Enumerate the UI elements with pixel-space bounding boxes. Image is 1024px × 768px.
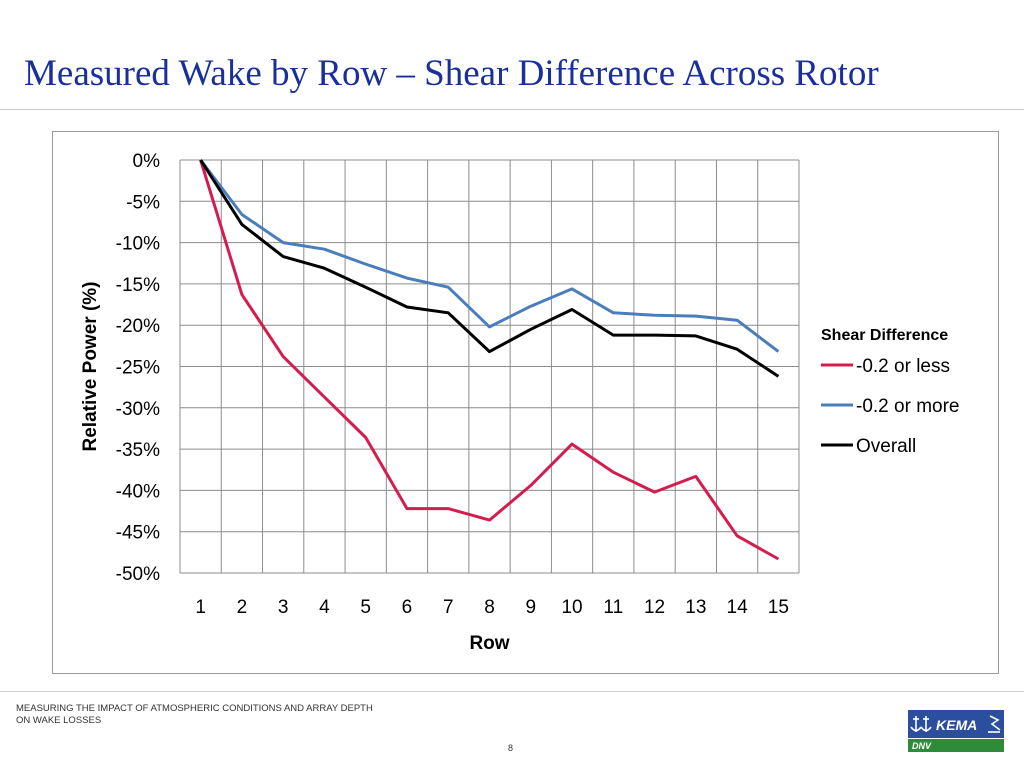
x-tick-label: 9	[525, 597, 536, 618]
x-tick-label: 13	[685, 597, 706, 618]
chart-frame: 0% -5% -10% -15% -20% -25% -30% -35% -40% -45% -50…	[52, 131, 999, 674]
x-tick-label: 8	[484, 597, 495, 618]
y-tick-label: -40%	[116, 481, 160, 502]
series-line	[199, 159, 780, 561]
y-tick-label: -45%	[116, 523, 160, 544]
y-tick-label: -10%	[116, 234, 160, 255]
x-tick-label: 6	[402, 597, 413, 618]
page-number: 8	[508, 743, 514, 753]
anchor-icon	[910, 716, 932, 732]
legend-label: Overall	[856, 436, 916, 457]
legend-label: -0.2 or less	[856, 356, 950, 377]
logo-bottom-band	[908, 739, 1004, 752]
y-tick-label: 0%	[133, 151, 161, 172]
lightning-icon	[988, 715, 1001, 733]
x-tick-label: 3	[278, 597, 289, 618]
logo-kema-text: KEMA	[936, 717, 977, 733]
slide-title: Measured Wake by Row – Shear Difference …	[24, 53, 879, 94]
legend-label: -0.2 or more	[856, 396, 959, 417]
x-tick-label: 12	[644, 597, 665, 618]
x-tick-label: 1	[195, 597, 206, 618]
y-axis-title: Relative Power (%)	[80, 282, 101, 452]
x-tick-label: 10	[561, 597, 582, 618]
x-tick-label: 14	[727, 597, 749, 618]
x-tick-label: 15	[768, 597, 789, 618]
footer-text: MEASURING THE IMPACT OF ATMOSPHERIC COND…	[16, 703, 373, 726]
x-tick-label: 5	[360, 597, 371, 618]
x-tick-label: 11	[603, 597, 623, 618]
footer-divider	[0, 691, 1024, 692]
y-tick-label: -30%	[116, 399, 160, 420]
logo-top-band	[908, 710, 1004, 738]
x-tick-label: 7	[443, 597, 454, 618]
kema-dnv-logo: KEMA DNV	[908, 710, 1004, 752]
y-tick-label: -35%	[116, 440, 160, 461]
logo-dnv-text: DNV	[912, 741, 932, 751]
y-tick-label: -25%	[116, 358, 160, 379]
y-tick-label: -20%	[116, 316, 160, 337]
y-tick-label: -15%	[116, 275, 160, 296]
x-axis-title: Row	[469, 633, 509, 654]
x-tick-label: 4	[319, 597, 330, 618]
legend-title: Shear Difference	[821, 327, 948, 344]
series-line	[199, 159, 780, 378]
x-tick-label: 2	[237, 597, 248, 618]
y-tick-label: -50%	[116, 564, 160, 585]
title-divider	[0, 109, 1024, 110]
line-chart: 0% -5% -10% -15% -20% -25% -30% -35% -40% -45% -50…	[80, 151, 959, 654]
series-line	[199, 159, 780, 353]
y-tick-label: -5%	[126, 192, 160, 213]
